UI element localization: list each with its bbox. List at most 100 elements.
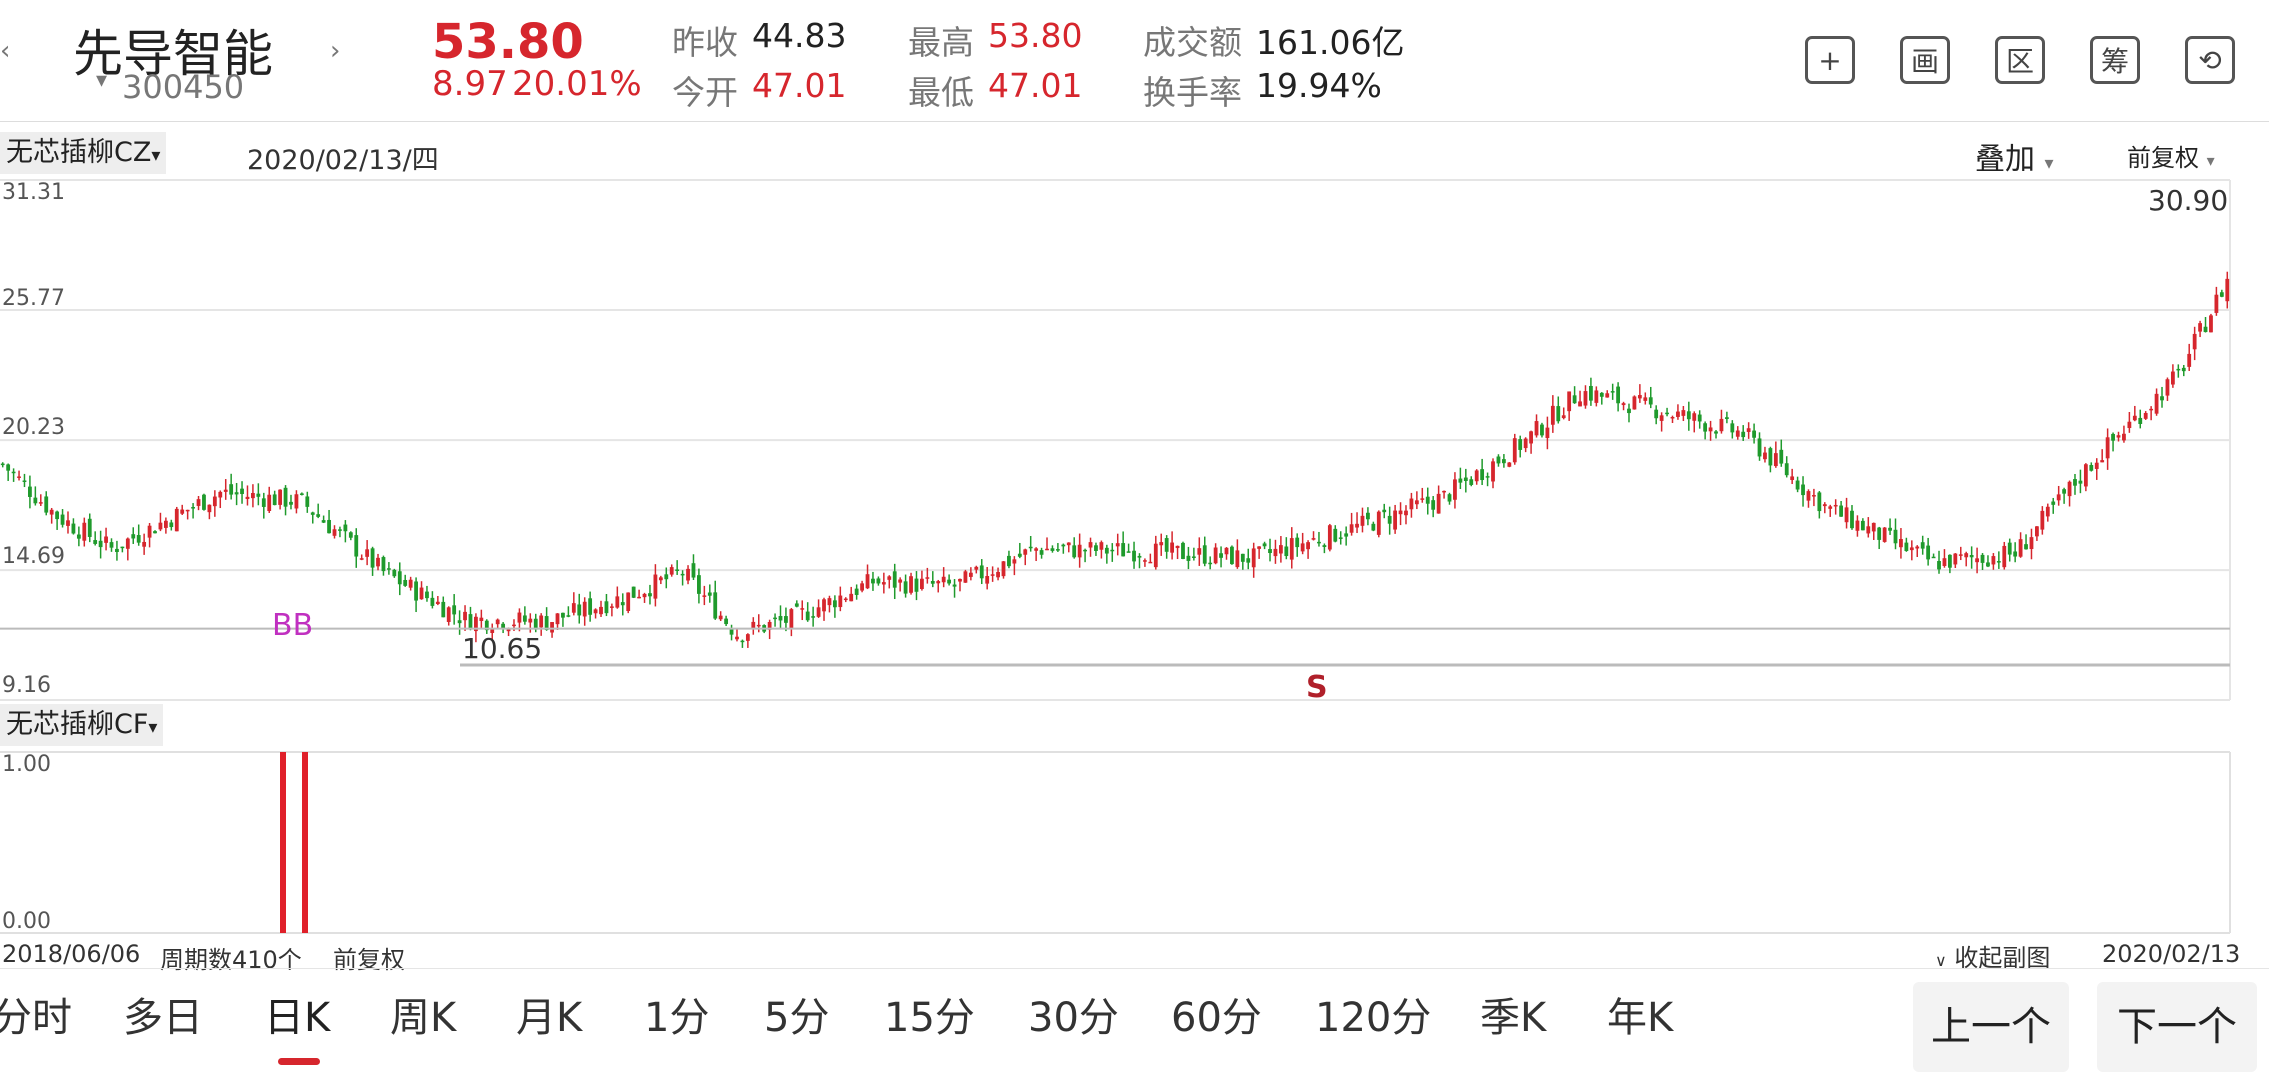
code-dropdown-icon[interactable]: ▾ [96,68,108,93]
tab-fenshi[interactable]: 分时 [0,995,72,1041]
candle-body [767,621,772,630]
collapse-sub-chart-button[interactable]: ∨ 收起副图 [1935,938,2050,973]
candle-body [1719,418,1724,432]
candle-body [1768,448,1773,466]
rotate-screen-icon[interactable]: ⟲ [2185,36,2235,84]
next-stock-arrow-icon[interactable]: › [330,36,341,66]
tab-daily-k[interactable]: 日K [264,995,331,1041]
candle-body [6,464,11,471]
candle-body [2214,294,2219,313]
candle-body [1572,395,1577,404]
candle-body [702,595,707,597]
candle-body [1458,478,1463,483]
candle-body [2132,415,2137,421]
chip-icon[interactable]: 筹 [2090,36,2140,84]
tab-5min[interactable]: 5分 [764,995,830,1041]
draw-icon[interactable]: 画 [1900,36,1950,84]
min-price-label: 10.65 [462,632,543,665]
candle-body [1431,500,1436,510]
tab-yearly-k[interactable]: 年K [1607,995,1674,1041]
tab-quarterly-k[interactable]: 季K [1480,995,1547,1041]
candle-body [1926,545,1931,560]
candle-body [881,582,886,585]
candle-body [604,601,609,614]
candle-body [1398,510,1403,515]
candle-body [1828,506,1833,509]
candle-body [1812,495,1816,497]
open-value: 47.01 [752,66,847,105]
candle-body [2045,506,2050,517]
candle-body [1703,423,1708,432]
candle-body [1920,542,1925,549]
plus-square-icon[interactable]: + [1805,36,1855,84]
candle-body [2170,371,2175,385]
low-label: 最低 [908,73,974,112]
candle-body [1953,553,1958,565]
candle-body [1643,397,1648,401]
candle-body [33,497,38,504]
sub-indicator-selector[interactable]: 无芯插柳CF▾ [0,704,164,746]
candle-body [2024,544,2028,550]
candle-body [332,529,337,536]
candle-body [2187,353,2192,367]
candle-body [1871,522,1876,532]
main-indicator-selector[interactable]: 无芯插柳CZ▾ [0,132,167,174]
candle-body [272,494,277,506]
candle-body [920,578,924,590]
candle-body [1670,416,1675,419]
candle-body [109,542,114,548]
candle-body [729,627,734,635]
candle-body [789,609,794,629]
candle-body [1839,505,1844,517]
candle-body [571,603,576,613]
sub-y-tick-1: 0.00 [2,909,51,934]
sub-indicator-label: 无芯插柳CF [6,709,149,740]
candle-body [811,616,816,618]
open-label: 今开 [672,73,738,112]
candle-body [930,580,935,584]
candle-body [234,492,239,495]
tab-weekly-k[interactable]: 周K [390,995,457,1041]
candle-body [697,575,701,594]
kline-chart[interactable] [0,170,2240,705]
candle-body [1975,558,1979,563]
candle-body [2138,417,2143,424]
candle-body [947,579,952,584]
candle-body [1529,431,1533,444]
tab-monthly-k[interactable]: 月K [516,995,583,1041]
tab-120min[interactable]: 120分 [1315,995,1432,1041]
candle-body [816,607,821,617]
candle-body [1012,559,1017,564]
candle-body [1594,390,1599,403]
candle-body [958,578,962,582]
tab-30min[interactable]: 30分 [1028,995,1119,1041]
candle-body [2198,323,2202,332]
candle-body [1436,493,1441,514]
stock-code[interactable]: 300450 [122,68,245,106]
candle-body [310,512,315,515]
candle-body [1512,438,1517,463]
next-stock-button[interactable]: 下一个 [2097,982,2257,1072]
prev-stock-arrow-icon[interactable]: ‹ [0,36,11,66]
tab-60min[interactable]: 60分 [1171,995,1262,1041]
adjust-button[interactable]: 前复权 ▾ [2127,138,2215,173]
tab-multi-day[interactable]: 多日 [123,995,203,1041]
candle-body [1420,498,1425,500]
candle-body [2122,433,2126,441]
candle-body [566,615,571,617]
candle-body [528,618,533,623]
candle-body [1757,438,1762,457]
change-value: 8.97 [432,64,508,104]
candle-body [1540,424,1544,436]
candle-body [1795,480,1800,490]
range-icon[interactable]: 区 [1995,36,2045,84]
candle-body [1322,545,1327,547]
candle-body [1039,550,1044,555]
overlay-button[interactable]: 叠加 ▾ [1975,134,2054,178]
candle-body [1692,413,1697,421]
prev-stock-button[interactable]: 上一个 [1913,982,2069,1072]
candle-body [1278,545,1283,554]
candle-body [158,522,163,530]
tab-1min[interactable]: 1分 [644,995,710,1041]
tab-15min[interactable]: 15分 [884,995,975,1041]
